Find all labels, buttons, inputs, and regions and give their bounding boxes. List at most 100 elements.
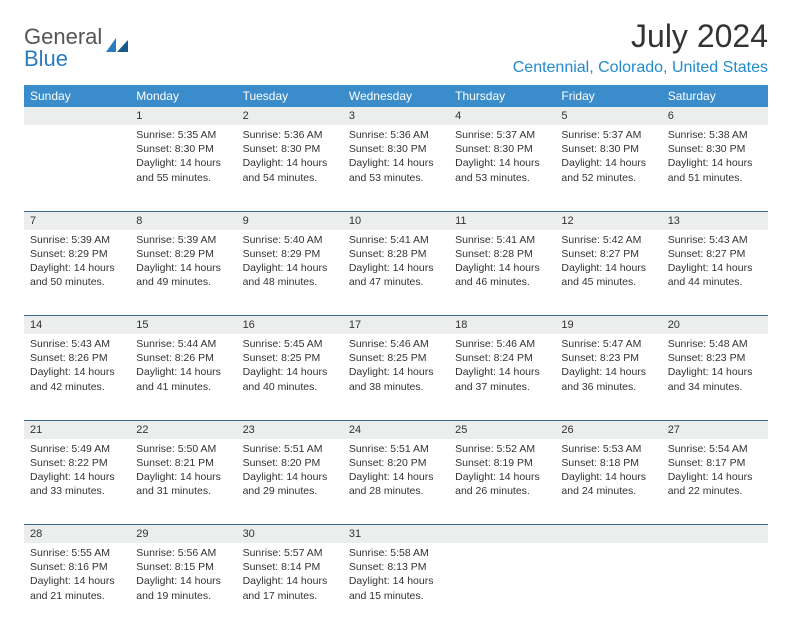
sunset-line: Sunset: 8:30 PM [668, 142, 762, 156]
daylight-line: Daylight: 14 hours and 52 minutes. [561, 156, 655, 184]
sunrise-line: Sunrise: 5:46 AM [455, 337, 549, 351]
day-cell-blank [24, 125, 130, 211]
day-cell-content: Sunrise: 5:36 AMSunset: 8:30 PMDaylight:… [237, 125, 343, 191]
month-title: July 2024 [513, 18, 768, 55]
sunrise-line: Sunrise: 5:49 AM [30, 442, 124, 456]
daynum-cell: 22 [130, 420, 236, 439]
sunset-line: Sunset: 8:15 PM [136, 560, 230, 574]
day-cell-content: Sunrise: 5:51 AMSunset: 8:20 PMDaylight:… [343, 439, 449, 505]
day-cell-content: Sunrise: 5:42 AMSunset: 8:27 PMDaylight:… [555, 230, 661, 296]
daynum-cell: 2 [237, 107, 343, 125]
sunrise-line: Sunrise: 5:44 AM [136, 337, 230, 351]
sunset-line: Sunset: 8:16 PM [30, 560, 124, 574]
daynum-cell: 3 [343, 107, 449, 125]
day-cell: Sunrise: 5:55 AMSunset: 8:16 PMDaylight:… [24, 543, 130, 629]
sunset-line: Sunset: 8:21 PM [136, 456, 230, 470]
daynum-row: 78910111213 [24, 211, 768, 230]
day-cell: Sunrise: 5:42 AMSunset: 8:27 PMDaylight:… [555, 230, 661, 316]
daynum-cell: 13 [662, 211, 768, 230]
daylight-line: Daylight: 14 hours and 31 minutes. [136, 470, 230, 498]
day-cell: Sunrise: 5:41 AMSunset: 8:28 PMDaylight:… [449, 230, 555, 316]
day-cell-content: Sunrise: 5:50 AMSunset: 8:21 PMDaylight:… [130, 439, 236, 505]
sunset-line: Sunset: 8:29 PM [30, 247, 124, 261]
day-cell: Sunrise: 5:53 AMSunset: 8:18 PMDaylight:… [555, 439, 661, 525]
day-cell-content: Sunrise: 5:40 AMSunset: 8:29 PMDaylight:… [237, 230, 343, 296]
sunset-line: Sunset: 8:26 PM [30, 351, 124, 365]
sunrise-line: Sunrise: 5:36 AM [349, 128, 443, 142]
day-cell: Sunrise: 5:57 AMSunset: 8:14 PMDaylight:… [237, 543, 343, 629]
day-cell-content: Sunrise: 5:49 AMSunset: 8:22 PMDaylight:… [24, 439, 130, 505]
logo-text-block: General Blue [24, 24, 102, 72]
calendar-body: 123456Sunrise: 5:35 AMSunset: 8:30 PMDay… [24, 107, 768, 629]
day-cell: Sunrise: 5:48 AMSunset: 8:23 PMDaylight:… [662, 334, 768, 420]
day-cell-content: Sunrise: 5:43 AMSunset: 8:27 PMDaylight:… [662, 230, 768, 296]
sunset-line: Sunset: 8:27 PM [561, 247, 655, 261]
day-cell: Sunrise: 5:46 AMSunset: 8:24 PMDaylight:… [449, 334, 555, 420]
daynum-blank [24, 107, 130, 125]
daynum-cell: 21 [24, 420, 130, 439]
daynum-cell: 7 [24, 211, 130, 230]
daynum-cell: 25 [449, 420, 555, 439]
daylight-line: Daylight: 14 hours and 47 minutes. [349, 261, 443, 289]
daylight-line: Daylight: 14 hours and 41 minutes. [136, 365, 230, 393]
day-cell-blank [449, 543, 555, 629]
day-cell: Sunrise: 5:43 AMSunset: 8:27 PMDaylight:… [662, 230, 768, 316]
day-cell-content: Sunrise: 5:53 AMSunset: 8:18 PMDaylight:… [555, 439, 661, 505]
day-cell: Sunrise: 5:50 AMSunset: 8:21 PMDaylight:… [130, 439, 236, 525]
day-cell: Sunrise: 5:44 AMSunset: 8:26 PMDaylight:… [130, 334, 236, 420]
daylight-line: Daylight: 14 hours and 15 minutes. [349, 574, 443, 602]
day-header: Tuesday [237, 85, 343, 107]
daynum-row: 28293031 [24, 525, 768, 544]
day-cell-content: Sunrise: 5:39 AMSunset: 8:29 PMDaylight:… [24, 230, 130, 296]
day-cell-content: Sunrise: 5:41 AMSunset: 8:28 PMDaylight:… [449, 230, 555, 296]
sunset-line: Sunset: 8:23 PM [668, 351, 762, 365]
sunrise-line: Sunrise: 5:47 AM [561, 337, 655, 351]
day-cell: Sunrise: 5:46 AMSunset: 8:25 PMDaylight:… [343, 334, 449, 420]
daylight-line: Daylight: 14 hours and 44 minutes. [668, 261, 762, 289]
week-row: Sunrise: 5:35 AMSunset: 8:30 PMDaylight:… [24, 125, 768, 211]
sunset-line: Sunset: 8:30 PM [561, 142, 655, 156]
daynum-cell: 20 [662, 316, 768, 335]
sunrise-line: Sunrise: 5:38 AM [668, 128, 762, 142]
day-cell-content: Sunrise: 5:58 AMSunset: 8:13 PMDaylight:… [343, 543, 449, 609]
daynum-cell: 23 [237, 420, 343, 439]
week-row: Sunrise: 5:49 AMSunset: 8:22 PMDaylight:… [24, 439, 768, 525]
day-cell: Sunrise: 5:40 AMSunset: 8:29 PMDaylight:… [237, 230, 343, 316]
daynum-row: 14151617181920 [24, 316, 768, 335]
daynum-cell: 6 [662, 107, 768, 125]
logo-word-blue: Blue [24, 46, 102, 72]
sunrise-line: Sunrise: 5:41 AM [455, 233, 549, 247]
daylight-line: Daylight: 14 hours and 42 minutes. [30, 365, 124, 393]
daylight-line: Daylight: 14 hours and 53 minutes. [455, 156, 549, 184]
sunset-line: Sunset: 8:17 PM [668, 456, 762, 470]
sunrise-line: Sunrise: 5:53 AM [561, 442, 655, 456]
sunrise-line: Sunrise: 5:57 AM [243, 546, 337, 560]
daylight-line: Daylight: 14 hours and 53 minutes. [349, 156, 443, 184]
day-cell: Sunrise: 5:56 AMSunset: 8:15 PMDaylight:… [130, 543, 236, 629]
day-header: Sunday [24, 85, 130, 107]
daynum-cell: 17 [343, 316, 449, 335]
sunrise-line: Sunrise: 5:43 AM [668, 233, 762, 247]
day-cell: Sunrise: 5:49 AMSunset: 8:22 PMDaylight:… [24, 439, 130, 525]
daynum-cell: 30 [237, 525, 343, 544]
flag-icon [106, 36, 132, 61]
sunrise-line: Sunrise: 5:46 AM [349, 337, 443, 351]
day-cell-content: Sunrise: 5:51 AMSunset: 8:20 PMDaylight:… [237, 439, 343, 505]
sunrise-line: Sunrise: 5:45 AM [243, 337, 337, 351]
day-cell-content: Sunrise: 5:44 AMSunset: 8:26 PMDaylight:… [130, 334, 236, 400]
page-header: General Blue July 2024 Centennial, Color… [24, 18, 768, 77]
daylight-line: Daylight: 14 hours and 19 minutes. [136, 574, 230, 602]
day-cell: Sunrise: 5:35 AMSunset: 8:30 PMDaylight:… [130, 125, 236, 211]
daylight-line: Daylight: 14 hours and 36 minutes. [561, 365, 655, 393]
daynum-cell: 9 [237, 211, 343, 230]
day-cell-blank [662, 543, 768, 629]
day-header: Monday [130, 85, 236, 107]
daylight-line: Daylight: 14 hours and 24 minutes. [561, 470, 655, 498]
week-row: Sunrise: 5:39 AMSunset: 8:29 PMDaylight:… [24, 230, 768, 316]
sunrise-line: Sunrise: 5:56 AM [136, 546, 230, 560]
sunrise-line: Sunrise: 5:35 AM [136, 128, 230, 142]
day-cell: Sunrise: 5:58 AMSunset: 8:13 PMDaylight:… [343, 543, 449, 629]
daylight-line: Daylight: 14 hours and 17 minutes. [243, 574, 337, 602]
day-header: Thursday [449, 85, 555, 107]
daylight-line: Daylight: 14 hours and 33 minutes. [30, 470, 124, 498]
